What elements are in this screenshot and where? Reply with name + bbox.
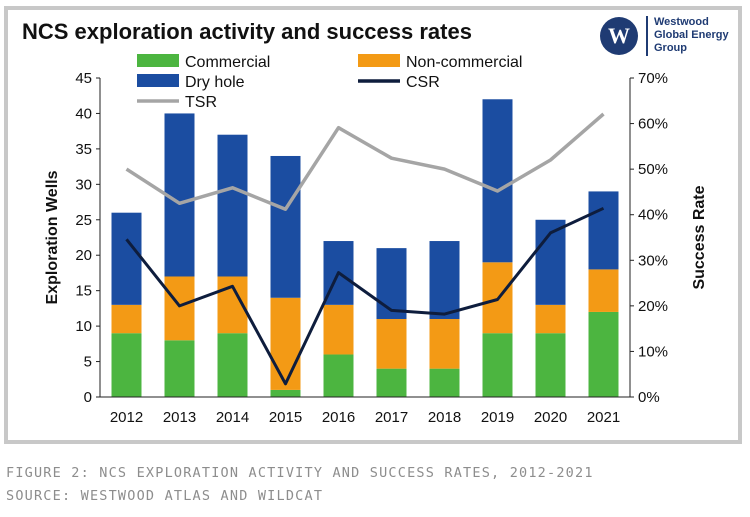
bar-commercial-2017 xyxy=(376,368,407,397)
bar-non-commercial-2020 xyxy=(535,304,566,334)
legend-label-dry-hole: Dry hole xyxy=(185,74,245,91)
caption-line-2: SOURCE: WESTWOOD ATLAS AND WILDCAT xyxy=(6,488,324,504)
chart-svg: 0 5 10 15 20 25 30 35 40 45 0% 10% 20% 30% 40% 50% 60% 70… xyxy=(44,54,708,426)
line-csr xyxy=(125,206,605,386)
x-tick-label-2016: 2016 xyxy=(322,409,355,426)
legend-swatch-non-commercial xyxy=(358,54,400,67)
y2-tick-label-3: 30% xyxy=(638,252,668,269)
y2-tick-label-1: 10% xyxy=(638,343,668,360)
bar-dry-hole-2021 xyxy=(588,191,619,270)
legend-swatch-commercial xyxy=(137,54,179,67)
bar-commercial-2013 xyxy=(164,340,195,397)
caption-line-1: FIGURE 2: NCS EXPLORATION ACTIVITY AND S… xyxy=(6,465,594,481)
bar-dry-hole-2017 xyxy=(376,248,407,320)
legend-label-non-commercial: Non-commercial xyxy=(406,54,522,71)
bar-commercial-2021 xyxy=(588,311,619,397)
bar-commercial-2014 xyxy=(217,333,248,397)
y-tick-label-25: 25 xyxy=(75,212,92,229)
bar-dry-hole-2012 xyxy=(111,212,142,305)
bar-commercial-2018 xyxy=(429,368,460,397)
x-tick-label-2014: 2014 xyxy=(216,409,249,426)
logo-line-3: Group xyxy=(654,42,687,54)
x-tick-label-2013: 2013 xyxy=(163,409,196,426)
bar-non-commercial-2021 xyxy=(588,269,619,312)
bar-dry-hole-2019 xyxy=(482,99,513,263)
bar-dry-hole-2015 xyxy=(270,155,301,298)
bar-commercial-2019 xyxy=(482,333,513,397)
y2-tick-label-7: 70% xyxy=(638,70,668,87)
logo-line-2: Global Energy xyxy=(654,29,729,41)
y-tick-label-40: 40 xyxy=(75,105,92,122)
x-tick-label-2017: 2017 xyxy=(375,409,408,426)
bar-dry-hole-2018 xyxy=(429,241,460,320)
legend-swatch-dry-hole xyxy=(137,74,179,87)
y-axis-title: Exploration Wells xyxy=(44,170,61,304)
bar-non-commercial-2013 xyxy=(164,276,195,341)
y-tick-label-35: 35 xyxy=(75,141,92,158)
bar-non-commercial-2015 xyxy=(270,297,301,390)
y2-tick-label-0: 0% xyxy=(638,389,660,406)
bar-non-commercial-2018 xyxy=(429,319,460,369)
bar-commercial-2020 xyxy=(535,333,566,397)
x-tick-label-2019: 2019 xyxy=(481,409,514,426)
x-tick-label-2020: 2020 xyxy=(534,409,567,426)
y2-tick-label-4: 40% xyxy=(638,207,668,224)
figure-caption: FIGURE 2: NCS EXPLORATION ACTIVITY AND S… xyxy=(6,462,594,508)
westwood-logo-icon: W xyxy=(600,17,638,55)
x-tick-label-2012: 2012 xyxy=(110,409,143,426)
bar-dry-hole-2014 xyxy=(217,134,248,277)
legend-label-tsr: TSR xyxy=(185,94,217,111)
y2-tick-label-2: 20% xyxy=(638,298,668,315)
bar-non-commercial-2012 xyxy=(111,304,142,334)
y-tick-label-20: 20 xyxy=(75,247,92,264)
bar-non-commercial-2017 xyxy=(376,319,407,369)
line-tsr xyxy=(125,112,605,211)
y-tick-label-0: 0 xyxy=(84,389,92,406)
legend-label-commercial: Commercial xyxy=(185,54,270,71)
y-tick-label-10: 10 xyxy=(75,318,92,335)
bar-non-commercial-2016 xyxy=(323,304,354,355)
y-tick-label-5: 5 xyxy=(84,354,92,371)
logo-line-1: Westwood xyxy=(654,16,709,28)
x-tick-label-2021: 2021 xyxy=(587,409,620,426)
x-tick-label-2018: 2018 xyxy=(428,409,461,426)
bar-commercial-2012 xyxy=(111,333,142,397)
y2-tick-label-6: 60% xyxy=(638,116,668,133)
y-tick-label-30: 30 xyxy=(75,176,92,193)
y2-axis-title: Success Rate xyxy=(691,185,708,289)
bar-commercial-2015 xyxy=(270,389,301,397)
y-tick-label-45: 45 xyxy=(75,70,92,87)
logo-wordmark: Westwood Global Energy Group xyxy=(654,16,734,55)
chart-title: NCS exploration activity and success rat… xyxy=(22,19,472,44)
logo-divider xyxy=(646,16,648,56)
y-tick-label-15: 15 xyxy=(75,283,92,300)
legend-label-csr: CSR xyxy=(406,74,440,91)
bar-commercial-2016 xyxy=(323,354,354,397)
y2-tick-label-5: 50% xyxy=(638,161,668,178)
x-tick-label-2015: 2015 xyxy=(269,409,302,426)
